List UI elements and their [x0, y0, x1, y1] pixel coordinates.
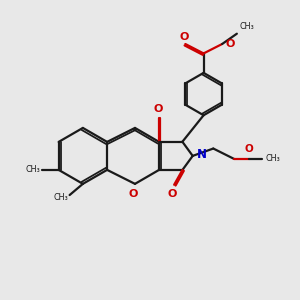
Text: O: O: [154, 104, 163, 114]
Text: CH₃: CH₃: [53, 193, 68, 202]
Text: CH₃: CH₃: [26, 165, 40, 174]
Text: O: O: [179, 32, 188, 42]
Text: O: O: [225, 39, 235, 49]
Text: N: N: [197, 148, 207, 161]
Text: O: O: [129, 189, 138, 199]
Text: CH₃: CH₃: [239, 22, 254, 31]
Text: O: O: [244, 144, 253, 154]
Text: CH₃: CH₃: [266, 154, 280, 163]
Text: O: O: [168, 190, 177, 200]
